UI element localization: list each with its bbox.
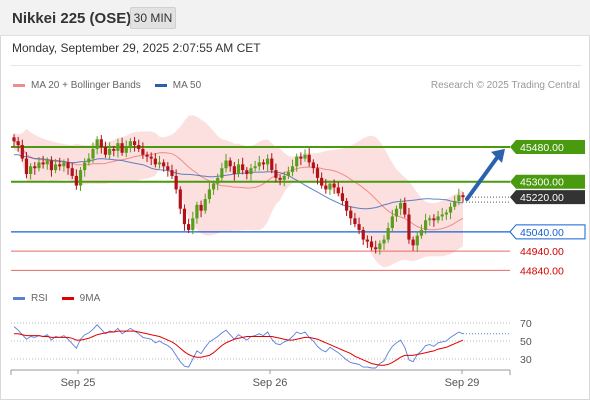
copyright-text: Research © 2025 Trading Central [430,80,580,91]
legend-item-rsi-ma: 9MA [61,293,101,304]
ma20-swatch [13,84,25,87]
main-legend: MA 20 + Bollinger Bands MA 50 [13,80,215,91]
rsi-label: RSI [31,293,48,304]
instrument-title: Nikkei 225 (OSE) [12,10,132,27]
timeframe-button[interactable]: 30 MIN [130,7,176,29]
ma50-swatch [154,84,167,87]
header-bar: Nikkei 225 (OSE) 30 MIN [0,0,590,36]
ma50-label: MA 50 [172,80,202,91]
rsi-ma-swatch [61,297,74,300]
rsi-swatch [13,297,25,300]
divider [10,65,582,66]
rsi-legend: RSI 9MA [13,293,114,304]
legend-item-rsi: RSI [13,293,48,304]
legend-item-ma50: MA 50 [154,80,202,91]
datetime-label: Monday, September 29, 2025 2:07:55 AM CE… [12,41,261,55]
legend-item-ma20: MA 20 + Bollinger Bands [13,80,141,91]
rsi-ma-label: 9MA [79,293,101,304]
ma20-label: MA 20 + Bollinger Bands [31,80,141,91]
